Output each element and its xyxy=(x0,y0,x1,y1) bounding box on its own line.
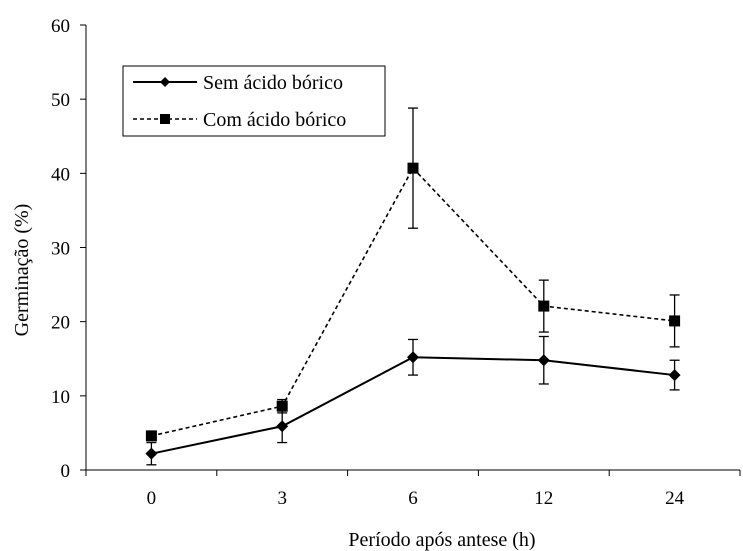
y-axis-title: Germinação (%) xyxy=(11,204,33,337)
x-axis-title: Período após antese (h) xyxy=(348,529,535,551)
data-point-diamond xyxy=(145,448,157,460)
y-tick-label: 0 xyxy=(61,461,71,482)
y-tick-label: 20 xyxy=(51,313,70,334)
x-tick-label: 6 xyxy=(408,488,418,509)
series-com xyxy=(146,108,680,441)
y-tick-label: 40 xyxy=(51,164,70,185)
series-sem xyxy=(145,337,680,465)
y-tick-label: 60 xyxy=(51,16,70,37)
data-point-diamond xyxy=(276,420,288,432)
legend-label-com: Com ácido bórico xyxy=(203,109,346,131)
data-point-diamond xyxy=(407,351,419,363)
x-tick-label: 3 xyxy=(277,488,287,509)
data-point-square xyxy=(538,301,549,312)
y-tick-label: 50 xyxy=(51,90,70,111)
x-tick-label: 0 xyxy=(147,488,157,509)
legend-label-sem: Sem ácido bórico xyxy=(203,72,343,94)
data-point-diamond xyxy=(538,354,550,366)
data-point-square xyxy=(146,430,157,441)
legend-marker-com xyxy=(160,114,170,124)
y-tick-label: 10 xyxy=(51,387,70,408)
x-tick-label: 12 xyxy=(534,488,553,509)
legend: Sem ácido bórico Com ácido bórico xyxy=(123,66,385,136)
data-point-square xyxy=(408,163,419,174)
data-point-square xyxy=(277,401,288,412)
series-layer xyxy=(145,108,680,465)
data-point-diamond xyxy=(669,369,681,381)
y-tick-label: 30 xyxy=(51,239,70,260)
x-tick-label: 24 xyxy=(665,488,685,509)
data-point-square xyxy=(669,315,680,326)
